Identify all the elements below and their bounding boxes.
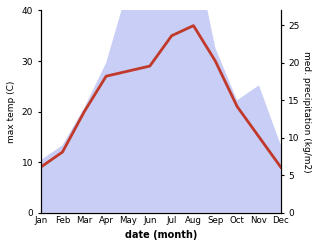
Y-axis label: max temp (C): max temp (C) [7, 80, 16, 143]
X-axis label: date (month): date (month) [125, 230, 197, 240]
Y-axis label: med. precipitation (kg/m2): med. precipitation (kg/m2) [302, 51, 311, 172]
